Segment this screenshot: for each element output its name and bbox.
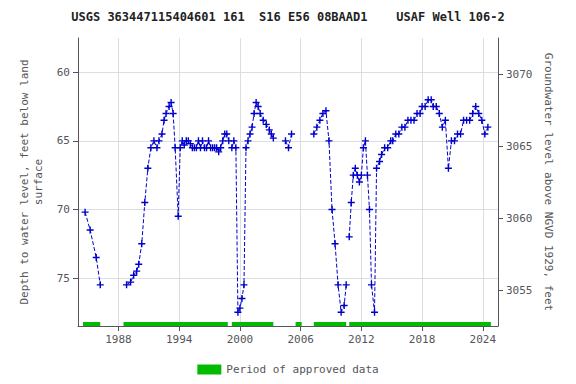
svg-text:3055: 3055 xyxy=(506,284,533,297)
svg-text:75: 75 xyxy=(57,272,70,285)
svg-text:2000: 2000 xyxy=(227,333,254,346)
svg-text:2024: 2024 xyxy=(470,333,497,346)
svg-text:2006: 2006 xyxy=(287,333,314,346)
svg-text:2012: 2012 xyxy=(348,333,375,346)
svg-text:3070: 3070 xyxy=(506,68,533,81)
svg-text:3065: 3065 xyxy=(506,140,533,153)
svg-text:3060: 3060 xyxy=(506,212,533,225)
svg-text:USGS 363447115404601 161 S16: USGS 363447115404601 161 S16 E56 08BAAD1… xyxy=(71,10,504,24)
svg-text:70: 70 xyxy=(57,203,70,216)
svg-text:65: 65 xyxy=(57,134,70,147)
svg-text:1988: 1988 xyxy=(105,333,132,346)
svg-text:1994: 1994 xyxy=(166,333,193,346)
svg-text:Period of approved data: Period of approved data xyxy=(226,363,378,376)
svg-text:surface: surface xyxy=(32,159,45,205)
svg-text:60: 60 xyxy=(57,66,70,79)
svg-text:2018: 2018 xyxy=(409,333,436,346)
svg-text:Groundwater level above NGVD 1: Groundwater level above NGVD 1929, feet xyxy=(542,53,555,311)
svg-text:Depth to water level, feet bel: Depth to water level, feet below land xyxy=(18,59,31,304)
